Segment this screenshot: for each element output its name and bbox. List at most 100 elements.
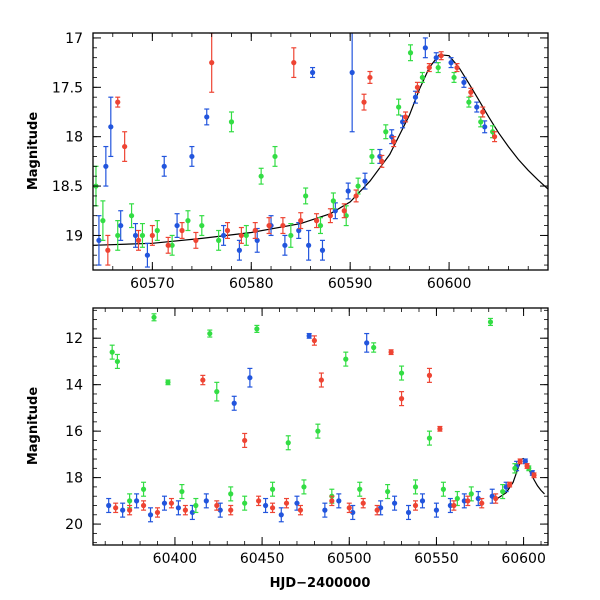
data-point	[278, 512, 284, 518]
data-point	[161, 500, 168, 506]
data-point	[419, 498, 426, 504]
data-point	[306, 242, 312, 248]
data-point	[451, 74, 457, 81]
data-point	[118, 222, 124, 229]
data-point	[298, 218, 304, 224]
data-point	[114, 358, 121, 365]
data-point	[258, 173, 264, 179]
data-point	[313, 218, 320, 224]
top-plot-area	[93, 33, 548, 268]
top-axis-ticks: 60570 60580 60590 60600 17 17.5 18 18.5 19	[52, 31, 549, 292]
x-tick-label: 60600	[427, 276, 472, 292]
data-point	[426, 64, 432, 71]
data-point	[165, 379, 171, 385]
data-point	[315, 428, 321, 434]
y-tick-label: 17	[65, 31, 83, 47]
data-point	[203, 498, 209, 504]
data-point	[398, 370, 405, 376]
data-point	[491, 134, 498, 140]
data-point	[398, 396, 405, 402]
data-point	[522, 458, 528, 464]
data-point	[512, 465, 518, 471]
bottom-axis-ticks: 60400 60450 60500 60550 60600 12 14 16 18 20	[65, 308, 548, 567]
data-point	[252, 227, 258, 234]
data-point	[451, 502, 457, 509]
data-point	[426, 372, 433, 378]
data-point	[407, 50, 414, 56]
data-point	[243, 232, 249, 239]
data-point	[269, 486, 276, 492]
x-tick-label: 60400	[153, 551, 198, 567]
data-point	[106, 502, 112, 509]
data-point	[242, 500, 248, 506]
data-point	[405, 509, 412, 516]
data-point	[214, 389, 220, 395]
data-point	[209, 60, 215, 66]
y-tick-label: 19	[65, 228, 83, 244]
data-point	[360, 500, 366, 506]
data-point	[301, 484, 307, 490]
data-point	[391, 500, 398, 506]
data-point	[482, 124, 488, 130]
bottom-y-axis-label: Magnitude	[26, 387, 41, 466]
data-point	[256, 498, 262, 504]
data-point	[391, 139, 397, 145]
data-point	[296, 227, 302, 234]
series-2	[113, 335, 537, 518]
data-point	[475, 495, 481, 502]
series-0	[96, 33, 488, 268]
bottom-x-axis-label: HJD−2400000	[270, 576, 371, 591]
data-point	[220, 232, 227, 239]
data-point	[402, 114, 409, 120]
data-point	[199, 222, 205, 229]
data-point	[120, 507, 126, 513]
data-point	[454, 495, 460, 502]
y-tick-label: 12	[65, 331, 83, 347]
data-point	[332, 208, 338, 214]
data-point	[132, 232, 139, 239]
data-point	[437, 426, 443, 432]
x-tick-label: 60600	[501, 551, 546, 567]
data-point	[341, 208, 347, 214]
data-point	[165, 242, 171, 248]
y-tick-label: 14	[65, 378, 83, 394]
data-point	[493, 495, 499, 502]
data-point	[100, 218, 106, 224]
data-point	[103, 163, 109, 169]
data-point	[322, 507, 328, 513]
data-point	[238, 232, 244, 239]
data-point	[154, 227, 160, 234]
data-point	[479, 500, 485, 506]
data-point	[466, 99, 472, 105]
data-point	[127, 507, 133, 513]
data-point	[357, 486, 363, 492]
data-point	[228, 491, 234, 497]
data-point	[185, 218, 191, 224]
data-point	[214, 502, 220, 509]
data-point	[294, 500, 300, 506]
top-panel: 60570 60580 60590 60600 17 17.5 18 18.5 19 Magni…	[26, 31, 549, 292]
data-point	[291, 60, 297, 66]
data-point	[388, 349, 394, 355]
x-tick-label: 60590	[328, 276, 373, 292]
data-point	[422, 45, 428, 51]
data-point	[247, 375, 253, 381]
data-point	[127, 498, 133, 504]
data-point	[144, 252, 151, 258]
y-tick-label: 18.5	[52, 179, 83, 195]
data-point	[524, 463, 530, 469]
data-point	[500, 488, 506, 495]
data-point	[231, 400, 237, 406]
data-point	[96, 237, 102, 243]
data-point	[487, 319, 494, 325]
data-point	[108, 124, 114, 130]
data-point	[361, 99, 367, 105]
data-point	[254, 326, 260, 332]
data-point	[175, 505, 182, 511]
data-point	[465, 498, 471, 504]
data-point	[396, 104, 402, 110]
data-point	[517, 458, 523, 464]
data-point	[478, 119, 484, 125]
data-point	[269, 505, 276, 511]
data-point	[179, 488, 185, 495]
